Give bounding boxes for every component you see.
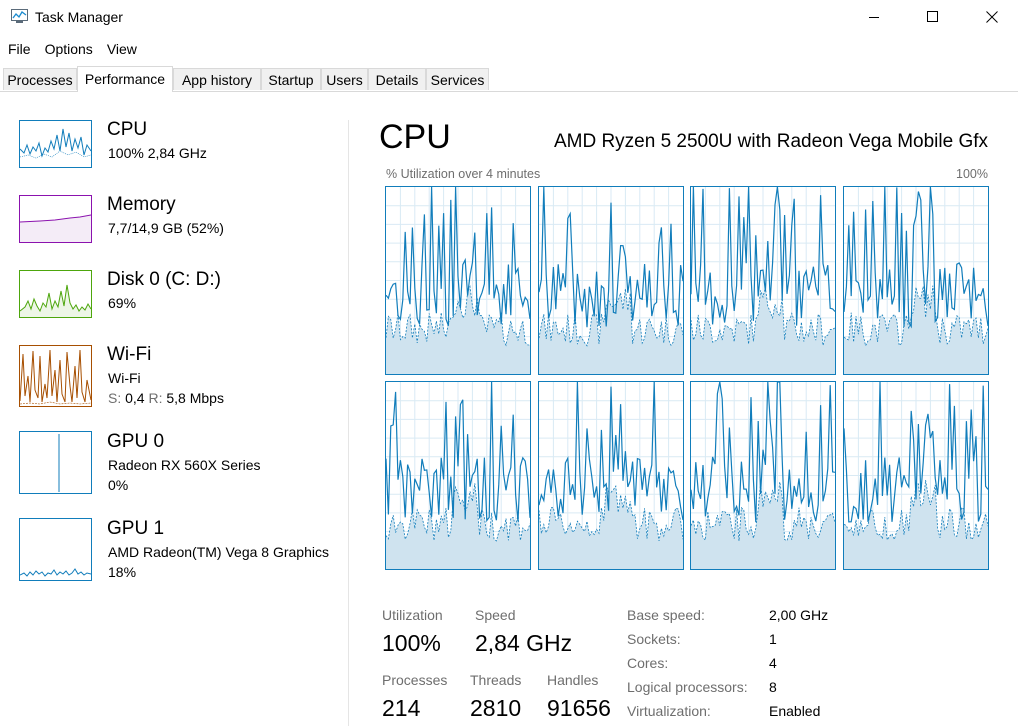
logical-processor-graph: [843, 381, 989, 570]
wifi-adapter: Wi-Fi: [108, 370, 141, 386]
gpu0-usage: 0%: [108, 477, 129, 493]
base-speed-label: Base speed:: [627, 607, 705, 623]
title-bar: Task Manager: [0, 0, 1018, 34]
logical-processor-graph: [385, 381, 531, 570]
logical-processors-value: 8: [769, 679, 777, 695]
tab-processes[interactable]: Processes: [3, 68, 77, 90]
sockets-label: Sockets:: [627, 631, 681, 647]
tab-details[interactable]: Details: [368, 68, 426, 90]
tab-startup[interactable]: Startup: [261, 68, 321, 90]
logical-processor-graph: [538, 186, 684, 375]
gpu0-name: Radeon RX 560X Series: [108, 457, 261, 473]
close-icon: [986, 11, 998, 23]
menu-options[interactable]: Options: [44, 41, 93, 57]
close-button[interactable]: [969, 0, 1015, 34]
maximize-button[interactable]: [910, 0, 956, 34]
logical-processor-graph: [843, 186, 989, 375]
gpu0-thumbnail-graph: [19, 431, 92, 494]
disk-thumbnail-graph: [19, 270, 92, 318]
cpu-title: CPU: [107, 119, 148, 140]
threads-value: 2810: [470, 695, 522, 721]
gpu1-name: AMD Radeon(TM) Vega 8 Graphics: [108, 544, 329, 560]
disk-summary: 69%: [108, 295, 137, 311]
wifi-thumbnail-graph: [19, 345, 92, 407]
maximize-icon: [927, 11, 938, 22]
page-title: CPU: [379, 118, 451, 156]
memory-title: Memory: [107, 194, 176, 215]
cores-value: 4: [769, 655, 777, 671]
handles-value: 91656: [547, 695, 611, 721]
disk-title: Disk 0 (C: D:): [107, 269, 221, 290]
window-title: Task Manager: [35, 9, 123, 25]
threads-label: Threads: [470, 672, 522, 688]
utilization-value: 100%: [382, 630, 441, 656]
wifi-throughput: S: 0,4 R: 5,8 Mbps: [108, 390, 224, 406]
handles-label: Handles: [547, 672, 599, 688]
virtualization-label: Virtualization:: [627, 703, 711, 719]
sockets-value: 1: [769, 631, 777, 647]
gpu1-usage: 18%: [108, 564, 137, 580]
gpu1-title: GPU 1: [107, 518, 165, 539]
speed-label: Speed: [475, 607, 516, 623]
logical-processor-graph: [690, 381, 836, 570]
gpu0-title: GPU 0: [107, 431, 165, 452]
graph-caption: % Utilization over 4 minutes: [386, 167, 541, 181]
graph-max-label: 100%: [956, 167, 988, 181]
cpu-summary: 100% 2,84 GHz: [108, 145, 207, 161]
menu-bar: File Options View: [0, 38, 143, 60]
menu-file[interactable]: File: [8, 41, 31, 57]
tab-users[interactable]: Users: [321, 68, 368, 90]
menu-view[interactable]: View: [106, 41, 137, 57]
processes-value: 214: [382, 695, 421, 721]
tab-services[interactable]: Services: [426, 68, 489, 90]
cpu-thumbnail-graph: [19, 120, 92, 168]
minimize-icon: [869, 17, 879, 18]
utilization-label: Utilization: [382, 607, 443, 623]
cores-label: Cores:: [627, 655, 669, 671]
logical-processor-graph: [538, 381, 684, 570]
logical-processors-label: Logical processors:: [627, 679, 748, 695]
tab-performance[interactable]: Performance: [77, 66, 173, 92]
task-manager-icon: [11, 9, 28, 23]
logical-processor-graphs[interactable]: [385, 186, 989, 572]
minimize-button[interactable]: [851, 0, 897, 34]
memory-summary: 7,7/14,9 GB (52%): [108, 220, 224, 236]
logical-processor-graph: [690, 186, 836, 375]
virtualization-value: Enabled: [769, 703, 821, 719]
processes-label: Processes: [382, 672, 448, 688]
sidebar-divider: [348, 120, 349, 726]
wifi-title: Wi-Fi: [107, 344, 152, 365]
tab-bar: Processes Performance App history Startu…: [0, 66, 1018, 92]
speed-value: 2,84 GHz: [475, 630, 573, 656]
logical-processor-graph: [385, 186, 531, 375]
tab-app-history[interactable]: App history: [173, 68, 261, 90]
cpu-model-name: AMD Ryzen 5 2500U with Radeon Vega Mobil…: [553, 131, 988, 152]
base-speed-value: 2,00 GHz: [769, 607, 829, 623]
memory-thumbnail-graph: [19, 195, 92, 243]
gpu1-thumbnail-graph: [19, 518, 92, 581]
